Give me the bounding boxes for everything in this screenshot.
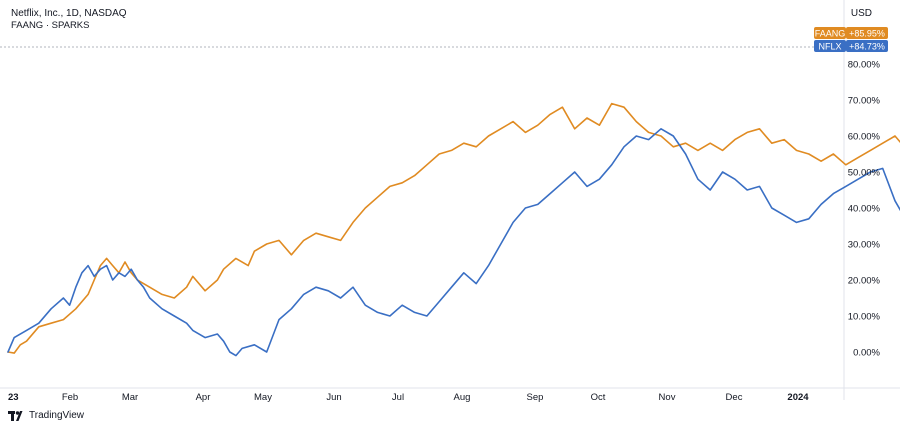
series-line-faang[interactable] [7,43,900,354]
x-tick-label: Nov [659,392,676,403]
x-tick-label: Jun [326,392,341,403]
brand-name: TradingView [29,410,85,421]
series-name-tag [814,27,846,39]
x-tick-label: Apr [196,392,211,403]
series-name-label: FAANG [815,29,846,39]
x-tick-label: Dec [726,392,743,403]
series-value-label: +84.73% [849,42,885,52]
y-tick-label: 80.00% [848,60,881,71]
tradingview-logo-icon [8,410,23,421]
series-value-label: +85.95% [849,29,885,39]
chart-title: Netflix, Inc., 1D, NASDAQ [11,8,127,19]
series-name-label: NFLX [818,42,841,52]
series-name-tag [814,40,846,52]
series-layer [7,43,900,357]
last-value-badge-faang: FAANG +85.95% [814,27,888,39]
tradingview-brand[interactable]: TradingView [8,410,84,421]
last-value-badge-nflx: NFLX +84.73% [814,40,888,52]
y-tick-label: 30.00% [848,240,881,251]
y-tick-label: 40.00% [848,204,881,215]
x-tick-label: Feb [62,392,78,403]
x-tick-label: Oct [591,392,606,403]
chart-subtitle: FAANG · SPARKS [11,20,90,31]
series-line-nflx[interactable] [7,47,900,357]
x-axis[interactable]: 23 Feb Mar Apr May Jun Jul Aug Sep Oct Nov Dec 2024 [8,392,809,403]
y-tick-label: 50.00% [848,168,881,179]
x-tick-label: 23 [8,392,19,403]
x-tick-label: Mar [122,392,138,403]
series-value-tag [846,27,888,39]
series-value-tag [846,40,888,52]
y-tick-label: 10.00% [848,312,881,323]
y-axis[interactable]: 0.00% 10.00% 20.00% 30.00% 40.00% 50.00% 60.00… [848,60,881,359]
y-tick-label: 0.00% [853,348,880,359]
y-tick-label: 20.00% [848,276,881,287]
x-tick-label: 2024 [787,392,809,403]
x-tick-label: Sep [527,392,544,403]
x-tick-label: May [254,392,272,403]
y-tick-label: 60.00% [848,132,881,143]
y-tick-label: 70.00% [848,96,881,107]
currency-selector[interactable]: USD [846,7,876,20]
x-tick-label: Aug [454,392,471,403]
last-value-badges: FAANG +85.95% NFLX +84.73% [814,27,888,52]
x-tick-label: Jul [392,392,404,403]
